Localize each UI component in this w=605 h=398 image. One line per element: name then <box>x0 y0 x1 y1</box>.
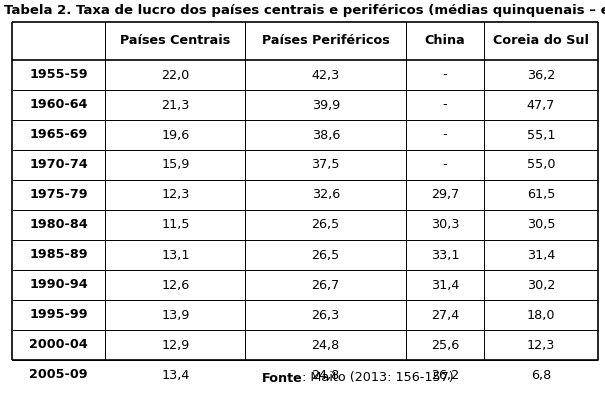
Text: 61,5: 61,5 <box>527 189 555 201</box>
Text: 22,0: 22,0 <box>161 68 189 82</box>
Text: 33,1: 33,1 <box>431 248 459 261</box>
Text: 1975-79: 1975-79 <box>30 189 88 201</box>
Text: 30,3: 30,3 <box>431 219 459 232</box>
Text: 55,1: 55,1 <box>527 129 555 142</box>
Text: 18,0: 18,0 <box>527 308 555 322</box>
Text: 31,4: 31,4 <box>431 279 459 291</box>
Text: 1990-94: 1990-94 <box>29 279 88 291</box>
Text: Tabela 2. Taxa de lucro dos países centrais e periféricos (médias quinquenais – : Tabela 2. Taxa de lucro dos países centr… <box>4 4 605 17</box>
Text: China: China <box>425 35 465 47</box>
Text: 2005-09: 2005-09 <box>30 369 88 382</box>
Text: 1960-64: 1960-64 <box>30 98 88 111</box>
Text: Fonte: Fonte <box>262 371 302 384</box>
Text: 31,4: 31,4 <box>527 248 555 261</box>
Text: 6,8: 6,8 <box>531 369 551 382</box>
Text: Coreia do Sul: Coreia do Sul <box>493 35 589 47</box>
Text: 26,5: 26,5 <box>312 248 340 261</box>
Text: 26,7: 26,7 <box>312 279 340 291</box>
Text: 12,9: 12,9 <box>161 339 189 351</box>
Text: -: - <box>443 158 447 172</box>
Text: 21,3: 21,3 <box>161 98 189 111</box>
Text: 39,9: 39,9 <box>312 98 340 111</box>
Text: 26,2: 26,2 <box>431 369 459 382</box>
Text: 26,5: 26,5 <box>312 219 340 232</box>
Text: 13,9: 13,9 <box>161 308 189 322</box>
Text: 1985-89: 1985-89 <box>30 248 88 261</box>
Text: 27,4: 27,4 <box>431 308 459 322</box>
Text: 15,9: 15,9 <box>161 158 189 172</box>
Text: 47,7: 47,7 <box>527 98 555 111</box>
Text: 24,8: 24,8 <box>312 369 340 382</box>
Text: 19,6: 19,6 <box>161 129 189 142</box>
Text: 1980-84: 1980-84 <box>29 219 88 232</box>
Text: 37,5: 37,5 <box>312 158 340 172</box>
Text: 13,1: 13,1 <box>161 248 189 261</box>
Text: 1955-59: 1955-59 <box>30 68 88 82</box>
Text: 13,4: 13,4 <box>161 369 189 382</box>
Text: 24,8: 24,8 <box>312 339 340 351</box>
Text: 38,6: 38,6 <box>312 129 340 142</box>
Text: -: - <box>443 129 447 142</box>
Text: 1970-74: 1970-74 <box>29 158 88 172</box>
Text: 32,6: 32,6 <box>312 189 340 201</box>
Text: 12,3: 12,3 <box>527 339 555 351</box>
Text: 42,3: 42,3 <box>312 68 340 82</box>
Text: 2000-04: 2000-04 <box>29 339 88 351</box>
Text: 11,5: 11,5 <box>161 219 189 232</box>
Text: : Maito (2013: 156-157): : Maito (2013: 156-157) <box>302 371 454 384</box>
Text: 1995-99: 1995-99 <box>30 308 88 322</box>
Text: 12,3: 12,3 <box>161 189 189 201</box>
Text: 55,0: 55,0 <box>527 158 555 172</box>
Text: 26,3: 26,3 <box>312 308 340 322</box>
Text: 36,2: 36,2 <box>527 68 555 82</box>
Text: 30,5: 30,5 <box>527 219 555 232</box>
Text: 30,2: 30,2 <box>527 279 555 291</box>
Text: Países Centrais: Países Centrais <box>120 35 231 47</box>
Text: 12,6: 12,6 <box>161 279 189 291</box>
Text: 1965-69: 1965-69 <box>30 129 88 142</box>
Text: -: - <box>443 68 447 82</box>
Text: -: - <box>443 98 447 111</box>
Text: 29,7: 29,7 <box>431 189 459 201</box>
Text: Países Periféricos: Países Periféricos <box>262 35 390 47</box>
Text: 25,6: 25,6 <box>431 339 459 351</box>
